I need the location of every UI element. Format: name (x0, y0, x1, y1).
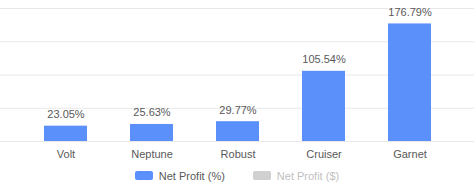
svg-text:29.77%: 29.77% (219, 104, 257, 116)
svg-text:Volt: Volt (57, 148, 75, 160)
svg-text:23.05%: 23.05% (47, 108, 85, 120)
html-text:Net Profit ($): Net Profit ($) (276, 169, 340, 182)
svg-text:Cruiser: Cruiser (306, 148, 342, 160)
html-text:Net Profit (%): Net Profit (%) (158, 169, 225, 182)
svg-text:105.54%: 105.54% (302, 53, 346, 65)
svg-text:176.79%: 176.79% (388, 6, 432, 18)
svg-text:Robust: Robust (221, 148, 256, 160)
svg-text:Garnet: Garnet (393, 148, 427, 160)
svg-text:Neptune: Neptune (131, 148, 173, 160)
svg-text:25.63%: 25.63% (133, 106, 171, 118)
